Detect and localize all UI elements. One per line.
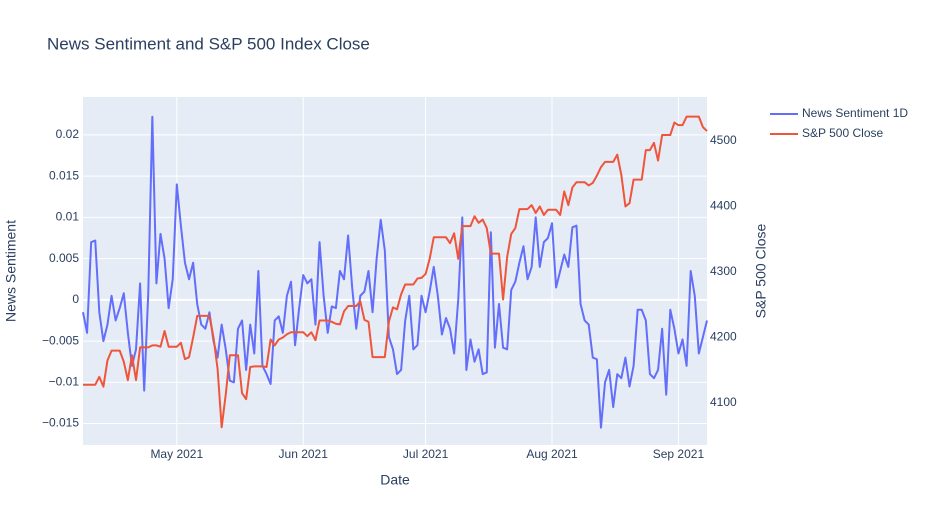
x-axis-title: Date [380,472,410,488]
y2-axis-title: S&P 500 Close [753,223,769,318]
y-tick-label: 0.005 [49,251,79,265]
y-tick-label: 0 [72,292,79,306]
x-tick-label: Aug 2021 [526,447,578,461]
x-tick-label: Sep 2021 [653,447,705,461]
x-tick-label: Jul 2021 [403,447,449,461]
y-axis-title: News Sentiment [3,220,19,322]
y-tick-label: 0.02 [56,127,80,141]
series-line [83,115,708,429]
y2-tick-label: 4300 [710,264,737,278]
chart-title: News Sentiment and S&P 500 Index Close [47,34,370,53]
y-tick-label: −0.01 [49,374,80,388]
legend-label[interactable]: News Sentiment 1D [802,106,908,120]
y2-tick-label: 4100 [710,395,737,409]
y-tick-label: −0.005 [42,333,79,347]
x-tick-label: Jun 2021 [279,447,329,461]
y2-tick-label: 4400 [710,199,737,213]
y2-tick-label: 4500 [710,133,737,147]
x-tick-label: May 2021 [150,447,203,461]
y-tick-label: −0.015 [42,416,79,430]
y-tick-label: 0.01 [56,210,80,224]
legend-label[interactable]: S&P 500 Close [802,126,883,140]
y-tick-label: 0.015 [49,168,79,182]
series-line [82,115,708,429]
y2-tick-label: 4200 [710,330,737,344]
